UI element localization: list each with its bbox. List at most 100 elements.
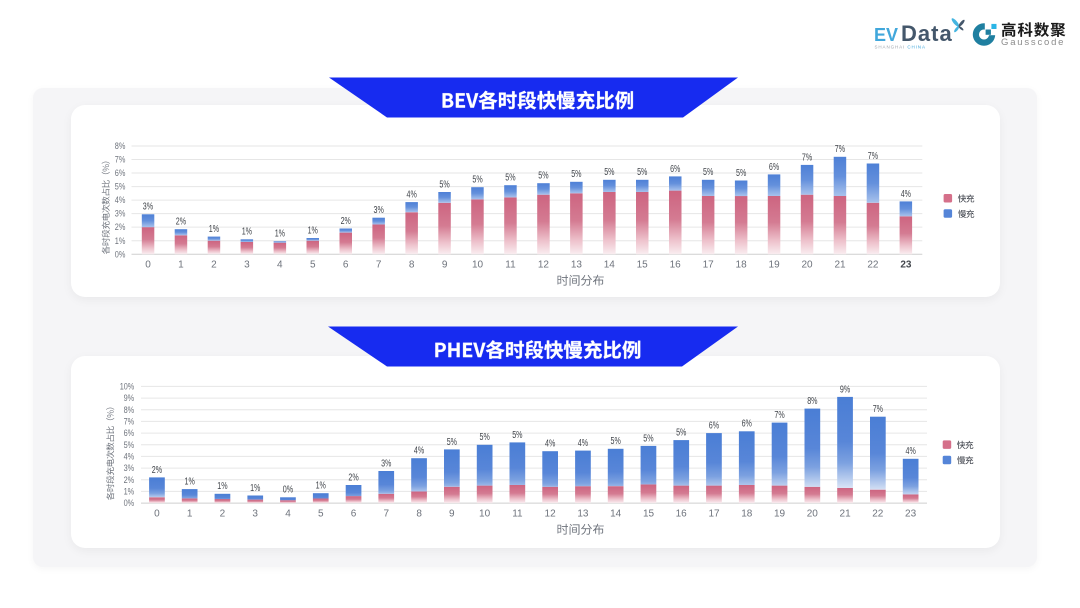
svg-text:8%: 8% bbox=[124, 405, 135, 415]
svg-text:1%: 1% bbox=[275, 229, 285, 240]
svg-text:1: 1 bbox=[187, 509, 193, 520]
svg-text:5%: 5% bbox=[604, 167, 614, 178]
svg-text:3%: 3% bbox=[124, 463, 135, 473]
svg-text:5%: 5% bbox=[472, 175, 482, 186]
svg-text:6%: 6% bbox=[709, 421, 719, 432]
svg-text:5%: 5% bbox=[512, 430, 522, 441]
svg-text:4%: 4% bbox=[901, 189, 911, 200]
svg-text:20: 20 bbox=[801, 259, 813, 270]
svg-text:4: 4 bbox=[277, 259, 283, 270]
svg-text:6%: 6% bbox=[769, 162, 779, 173]
svg-text:2: 2 bbox=[220, 509, 226, 520]
svg-text:21: 21 bbox=[834, 259, 846, 270]
svg-text:19: 19 bbox=[769, 259, 781, 270]
svg-text:5%: 5% bbox=[124, 440, 135, 450]
svg-text:3%: 3% bbox=[374, 205, 384, 216]
svg-text:16: 16 bbox=[670, 259, 682, 270]
svg-text:18: 18 bbox=[736, 259, 748, 270]
svg-text:7%: 7% bbox=[802, 152, 812, 163]
svg-text:3: 3 bbox=[244, 259, 250, 270]
svg-text:5%: 5% bbox=[736, 168, 746, 179]
svg-text:2%: 2% bbox=[115, 222, 126, 232]
svg-text:6%: 6% bbox=[124, 428, 135, 438]
svg-text:5%: 5% bbox=[439, 179, 449, 190]
svg-text:17: 17 bbox=[703, 259, 715, 270]
svg-text:20: 20 bbox=[807, 509, 819, 520]
svg-text:6: 6 bbox=[343, 259, 349, 270]
svg-text:23: 23 bbox=[900, 259, 912, 270]
svg-text:5%: 5% bbox=[538, 171, 548, 182]
svg-text:7: 7 bbox=[376, 259, 382, 270]
svg-text:9%: 9% bbox=[124, 393, 135, 403]
svg-text:8%: 8% bbox=[115, 141, 126, 151]
svg-text:Data: Data bbox=[901, 21, 953, 46]
svg-text:5%: 5% bbox=[447, 437, 457, 448]
svg-text:1%: 1% bbox=[124, 487, 135, 497]
svg-text:13: 13 bbox=[577, 509, 589, 520]
svg-text:14: 14 bbox=[604, 259, 616, 270]
svg-text:13: 13 bbox=[571, 259, 583, 270]
svg-text:0%: 0% bbox=[115, 249, 126, 259]
svg-text:19: 19 bbox=[774, 509, 786, 520]
svg-text:22: 22 bbox=[867, 259, 879, 270]
svg-text:15: 15 bbox=[637, 259, 649, 270]
svg-text:14: 14 bbox=[610, 509, 622, 520]
svg-text:7: 7 bbox=[384, 509, 390, 520]
svg-text:4%: 4% bbox=[115, 195, 126, 205]
svg-text:4%: 4% bbox=[578, 438, 588, 449]
svg-text:EV: EV bbox=[874, 25, 898, 45]
svg-text:23: 23 bbox=[905, 509, 917, 520]
svg-text:4%: 4% bbox=[407, 190, 417, 201]
svg-text:21: 21 bbox=[840, 509, 852, 520]
svg-text:17: 17 bbox=[708, 509, 720, 520]
svg-text:3: 3 bbox=[252, 509, 258, 520]
svg-text:6%: 6% bbox=[742, 419, 752, 430]
svg-text:Gausscode: Gausscode bbox=[1001, 37, 1065, 48]
svg-text:8: 8 bbox=[416, 509, 422, 520]
svg-text:6%: 6% bbox=[115, 168, 126, 178]
svg-text:1%: 1% bbox=[308, 225, 318, 236]
svg-text:15: 15 bbox=[643, 509, 655, 520]
svg-text:7%: 7% bbox=[868, 151, 878, 162]
svg-text:8%: 8% bbox=[807, 396, 817, 407]
svg-text:5%: 5% bbox=[571, 169, 581, 180]
svg-text:12: 12 bbox=[545, 509, 557, 520]
svg-text:10: 10 bbox=[472, 259, 484, 270]
svg-text:2%: 2% bbox=[124, 475, 135, 485]
svg-text:9%: 9% bbox=[840, 384, 850, 395]
svg-text:6%: 6% bbox=[670, 164, 680, 175]
svg-text:4%: 4% bbox=[124, 452, 135, 462]
svg-text:11: 11 bbox=[512, 509, 523, 520]
svg-text:7%: 7% bbox=[124, 417, 135, 427]
svg-text:3%: 3% bbox=[143, 202, 153, 213]
svg-text:1%: 1% bbox=[242, 227, 252, 238]
svg-text:4: 4 bbox=[285, 509, 291, 520]
svg-text:3%: 3% bbox=[381, 458, 391, 469]
svg-text:5: 5 bbox=[310, 259, 316, 270]
svg-text:7%: 7% bbox=[115, 155, 126, 165]
svg-text:4%: 4% bbox=[414, 446, 424, 457]
svg-text:5%: 5% bbox=[611, 436, 621, 447]
svg-text:1%: 1% bbox=[217, 481, 227, 492]
svg-text:18: 18 bbox=[741, 509, 753, 520]
svg-text:5: 5 bbox=[318, 509, 324, 520]
svg-text:11: 11 bbox=[505, 259, 516, 270]
svg-text:10: 10 bbox=[479, 509, 491, 520]
svg-text:4%: 4% bbox=[906, 446, 916, 457]
svg-text:0%: 0% bbox=[124, 498, 135, 508]
svg-text:5%: 5% bbox=[643, 433, 653, 444]
svg-text:5%: 5% bbox=[703, 167, 713, 178]
svg-text:1%: 1% bbox=[185, 477, 195, 488]
svg-text:6: 6 bbox=[351, 509, 357, 520]
svg-text:0%: 0% bbox=[283, 485, 293, 496]
svg-text:0: 0 bbox=[154, 509, 160, 520]
svg-text:5%: 5% bbox=[637, 167, 647, 178]
svg-text:1%: 1% bbox=[209, 224, 219, 235]
svg-text:5%: 5% bbox=[115, 182, 126, 192]
svg-text:2%: 2% bbox=[152, 465, 162, 476]
svg-text:2: 2 bbox=[211, 259, 217, 270]
svg-text:7%: 7% bbox=[873, 404, 883, 415]
svg-text:7%: 7% bbox=[835, 144, 845, 155]
svg-text:SHANGHAI CHINA: SHANGHAI CHINA bbox=[875, 45, 926, 50]
svg-text:1%: 1% bbox=[250, 483, 260, 494]
